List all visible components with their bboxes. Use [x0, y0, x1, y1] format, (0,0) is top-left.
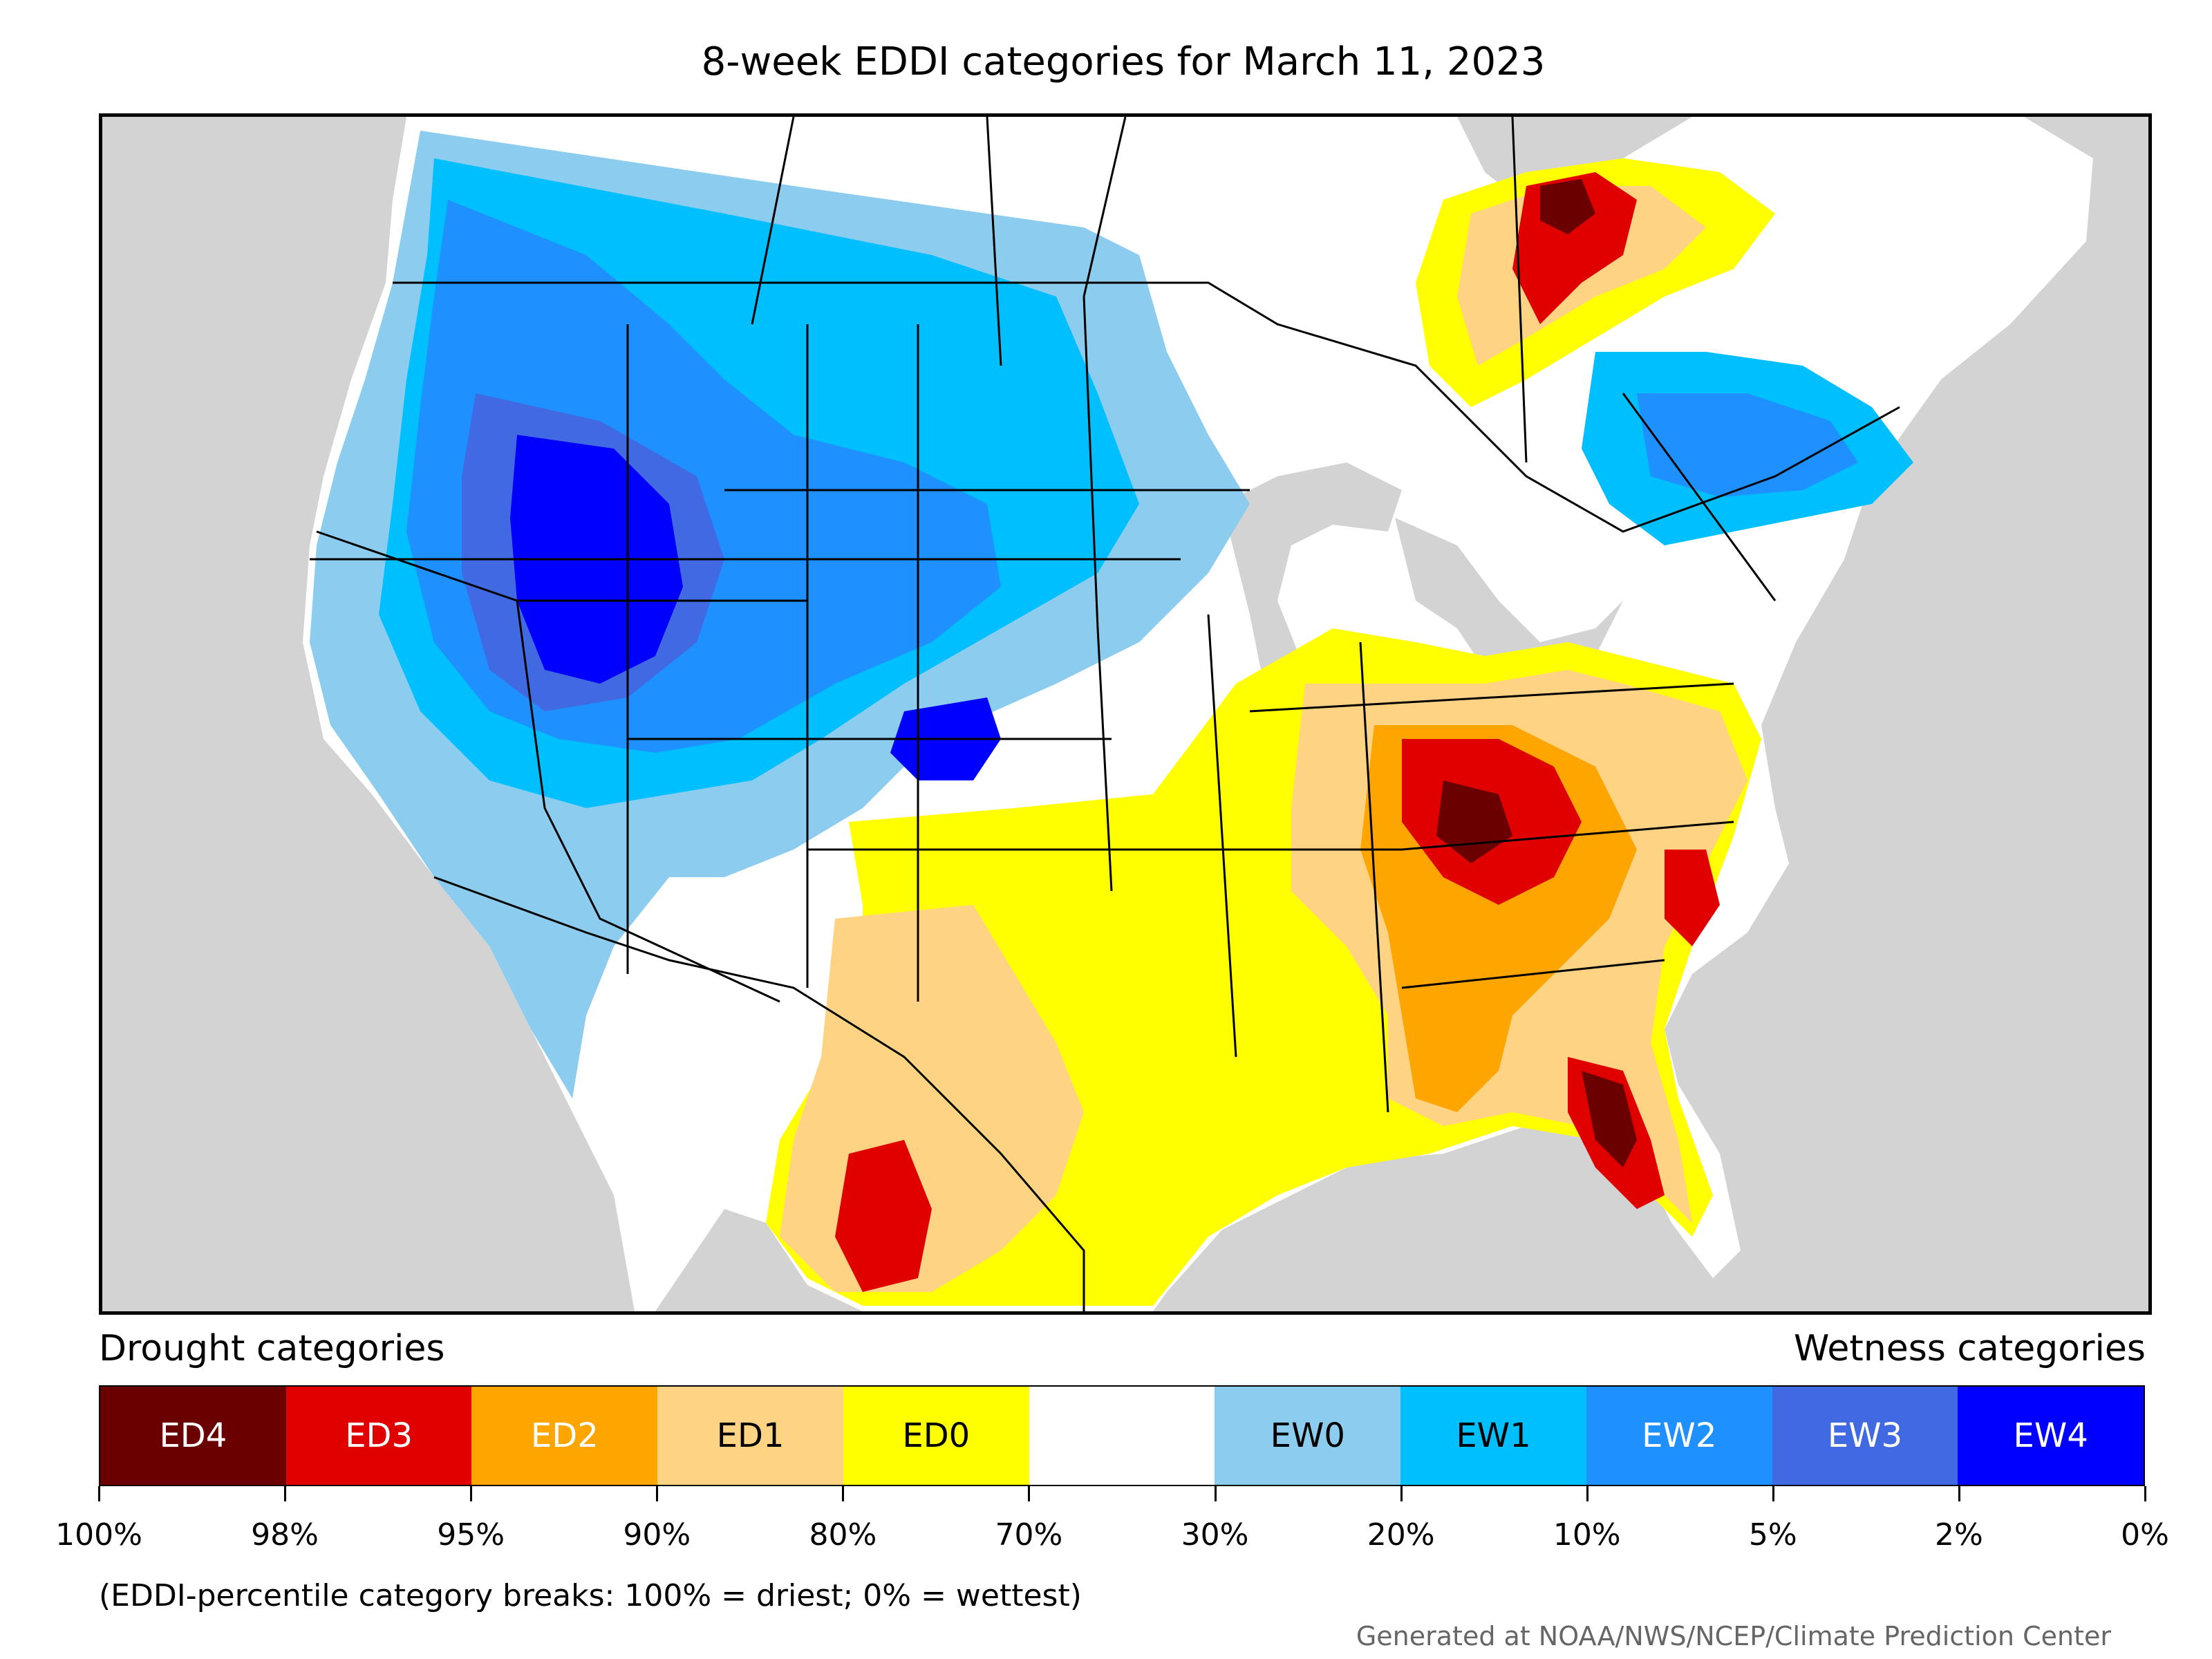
- legend-cell-ed4: ED4: [100, 1387, 286, 1485]
- legend-cell-ed0: ED0: [843, 1387, 1029, 1485]
- dry-carolina-ed3: [1665, 850, 1720, 946]
- colorbar-tick: [1214, 1486, 1217, 1501]
- legend-cell-ew3: EW3: [1772, 1387, 1958, 1485]
- colorbar-tick-label: 0%: [2121, 1517, 2169, 1553]
- colorbar-tick: [842, 1486, 845, 1501]
- colorbar-tick: [1772, 1486, 1774, 1501]
- lake-huron-erie: [1395, 518, 1623, 684]
- colorbar-tick: [98, 1486, 100, 1501]
- colorbar-tick-label: 2%: [1935, 1517, 1983, 1553]
- legend-cell-ed3: ED3: [285, 1387, 472, 1485]
- colorbar-tick-label: 90%: [623, 1517, 691, 1553]
- legend-cell-ew4: EW4: [1958, 1387, 2144, 1485]
- colorbar-tick: [2144, 1486, 2146, 1501]
- colorbar-tick-label: 80%: [809, 1517, 877, 1553]
- colorbar-tick-labels: 100% 98% 95% 90% 80% 70% 30% 20% 10% 5% 2% 0%: [55, 1517, 2169, 1559]
- category-colorbar: ED4 ED3 ED2 ED1 ED0 EW0 EW1 EW2 EW3 EW4: [99, 1385, 2145, 1486]
- colorbar-tick: [1586, 1486, 1588, 1501]
- chart-title: 8-week EDDI categories for March 11, 202…: [701, 39, 1546, 84]
- colorbar-tick-label: 70%: [995, 1517, 1063, 1553]
- colorbar-tick-label: 100%: [55, 1517, 142, 1553]
- colorbar-tick-label: 10%: [1553, 1517, 1621, 1553]
- dry-florida-ed4: [1582, 1071, 1637, 1168]
- colorbar-tick: [470, 1486, 473, 1501]
- legend-cell-ed1: ED1: [657, 1387, 843, 1485]
- colorbar-tick-label: 30%: [1181, 1517, 1249, 1553]
- colorbar-tick-label: 20%: [1367, 1517, 1435, 1553]
- map-canvas: [303, 117, 2093, 1311]
- legend-cell-ew0: EW0: [1215, 1387, 1401, 1485]
- credit-line: Generated at NOAA/NWS/NCEP/Climate Predi…: [1356, 1621, 2111, 1651]
- colorbar-ticks: [98, 1486, 2146, 1501]
- legend-cell-neutral: [1029, 1387, 1215, 1485]
- wetness-categories-heading: Wetness categories: [1794, 1328, 2146, 1369]
- legend-cell-ed2: ED2: [471, 1387, 658, 1485]
- dry-texas-ed3: [835, 1140, 932, 1292]
- colorbar-tick-label: 5%: [1748, 1517, 1797, 1553]
- eddi-map: [99, 113, 2152, 1315]
- legend-cell-ew2: EW2: [1586, 1387, 1772, 1485]
- country-borders: [406, 281, 1900, 1311]
- colorbar-tick: [284, 1486, 287, 1501]
- colorbar-tick: [1958, 1486, 1960, 1501]
- dry-quebec-ed4: [1540, 179, 1595, 234]
- colorbar-tick: [656, 1486, 659, 1501]
- colorbar-tick: [1400, 1486, 1403, 1501]
- legend-cell-ew1: EW1: [1400, 1387, 1586, 1485]
- colorbar-tick-label: 95%: [437, 1517, 505, 1553]
- great-lakes: [1222, 462, 1402, 711]
- colorbar-tick-label: 98%: [251, 1517, 319, 1553]
- wet-northeast-ew2: [1637, 393, 1858, 497]
- category-breaks-note: (EDDI-percentile category breaks: 100% =…: [99, 1578, 1082, 1613]
- drought-categories-heading: Drought categories: [99, 1328, 445, 1369]
- colorbar-tick: [1028, 1486, 1031, 1501]
